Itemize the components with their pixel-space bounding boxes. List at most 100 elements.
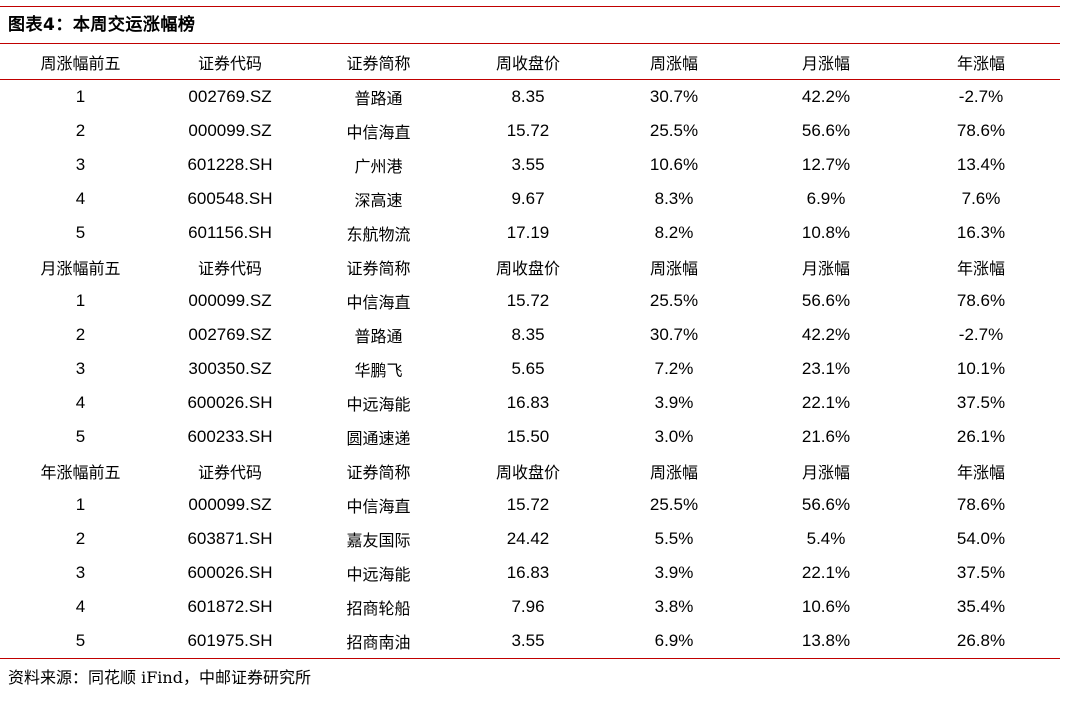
table-cell: 35.4%	[956, 597, 1006, 616]
table-cell: 普路通	[354, 89, 403, 108]
column-header: 证券代码	[161, 44, 299, 80]
table-cell: 华鹏飞	[354, 361, 403, 380]
table-cell: 600026.SH	[187, 393, 273, 412]
section-rank-header: 年涨幅前五	[40, 463, 121, 482]
table-cell: 3.0%	[654, 427, 694, 446]
section-header-row: 年涨幅前五 证券代码 证券简称 周收盘价 周涨幅 月涨幅 年涨幅	[0, 454, 1060, 488]
column-header: 月涨幅	[801, 463, 850, 482]
table-cell: 23.1%	[801, 359, 851, 378]
table-cell: 26.1%	[956, 427, 1006, 446]
table-cell: 13.4%	[956, 155, 1006, 174]
table-cell: 54.0%	[956, 529, 1006, 548]
table-cell: 9.67	[511, 189, 545, 208]
section-rank-header: 月涨幅前五	[40, 259, 121, 278]
table-row: 1 000099.SZ 中信海直 15.72 25.5% 56.6% 78.6%	[0, 488, 1060, 522]
table-row: 1 000099.SZ 中信海直 15.72 25.5% 56.6% 78.6%	[0, 284, 1060, 318]
table-cell: 10.1%	[956, 359, 1006, 378]
table-cell: 78.6%	[956, 495, 1006, 514]
table-cell: 22.1%	[801, 563, 851, 582]
table-cell: 16.83	[506, 393, 550, 412]
table-cell: 37.5%	[956, 563, 1006, 582]
table-row: 5 601975.SH 招商南油 3.55 6.9% 13.8% 26.8%	[0, 624, 1060, 658]
table-cell: 16.83	[506, 563, 550, 582]
table-cell: 15.72	[506, 291, 550, 310]
table-cell: 8.3%	[654, 189, 694, 208]
table-cell: 2	[75, 121, 86, 140]
table-cell: 17.19	[506, 223, 550, 242]
table-cell: 3	[75, 563, 86, 582]
table-cell: 招商南油	[346, 633, 411, 652]
table-cell: 中信海直	[346, 293, 411, 312]
table-row: 4 601872.SH 招商轮船 7.96 3.8% 10.6% 35.4%	[0, 590, 1060, 624]
table-cell: 5.4%	[806, 529, 846, 548]
column-header: 周收盘价	[458, 44, 598, 80]
table-cell: 600026.SH	[187, 563, 273, 582]
table-cell: 1	[75, 87, 86, 106]
bottom-rule	[0, 658, 1060, 659]
table-cell: 3.9%	[654, 563, 694, 582]
table-cell: 12.7%	[801, 155, 851, 174]
table-cell: 601156.SH	[188, 223, 272, 242]
table-cell: 600548.SH	[187, 189, 273, 208]
table-cell: 42.2%	[801, 325, 851, 344]
source-note: 资料来源：同花顺 iFind，中邮证券研究所	[8, 668, 311, 687]
table-cell: 7.2%	[654, 359, 694, 378]
table-cell: 中信海直	[346, 123, 411, 142]
table-row: 2 603871.SH 嘉友国际 24.42 5.5% 5.4% 54.0%	[0, 522, 1060, 556]
table-cell: -2.7%	[958, 325, 1004, 344]
table-cell: 嘉友国际	[346, 531, 411, 550]
table-cell: 3.9%	[654, 393, 694, 412]
column-header: 周收盘价	[495, 463, 560, 482]
table-cell: 广州港	[354, 157, 403, 176]
table-cell: 7.6%	[961, 189, 1001, 208]
table-cell: 中信海直	[346, 497, 411, 516]
table-row: 3 300350.SZ 华鹏飞 5.65 7.2% 23.1% 10.1%	[0, 352, 1060, 386]
table-row: 2 002769.SZ 普路通 8.35 30.7% 42.2% -2.7%	[0, 318, 1060, 352]
table-cell: 15.72	[506, 495, 550, 514]
table-row: 3 601228.SH 广州港 3.55 10.6% 12.7% 13.4%	[0, 148, 1060, 182]
table-row: 5 601156.SH 东航物流 17.19 8.2% 10.8% 16.3%	[0, 216, 1060, 250]
table-cell: 25.5%	[649, 121, 699, 140]
table-cell: 24.42	[506, 529, 550, 548]
table-cell: 15.50	[506, 427, 550, 446]
title-rule	[0, 43, 1060, 44]
table-cell: 601228.SH	[187, 155, 273, 174]
table-cell: 002769.SZ	[188, 325, 272, 344]
table-cell: 30.7%	[649, 325, 699, 344]
table-cell: 25.5%	[649, 291, 699, 310]
table-cell: 300350.SZ	[188, 359, 272, 378]
figure-title: 图表4：本周交运涨幅榜	[8, 15, 196, 35]
table-row: 3 600026.SH 中远海能 16.83 3.9% 22.1% 37.5%	[0, 556, 1060, 590]
table-row: 4 600548.SH 深高速 9.67 8.3% 6.9% 7.6%	[0, 182, 1060, 216]
table-cell: 3.55	[511, 155, 545, 174]
table-cell: 3.8%	[654, 597, 694, 616]
table-cell: 东航物流	[346, 225, 411, 244]
table-cell: 10.6%	[801, 597, 851, 616]
table-cell: 6.9%	[654, 631, 694, 650]
table-cell: 5	[75, 427, 86, 446]
table-cell: 10.8%	[801, 223, 851, 242]
table-cell: 1	[75, 495, 86, 514]
column-header: 年涨幅	[902, 44, 1060, 80]
table-cell: 15.72	[506, 121, 550, 140]
table-cell: 8.35	[511, 87, 545, 106]
table-cell: 2	[75, 529, 86, 548]
table-cell: 圆通速递	[346, 429, 411, 448]
table-row: 4 600026.SH 中远海能 16.83 3.9% 22.1% 37.5%	[0, 386, 1060, 420]
table-cell: 000099.SZ	[188, 495, 272, 514]
table-cell: 中远海能	[346, 565, 411, 584]
column-header: 证券代码	[197, 259, 262, 278]
table-cell: 56.6%	[801, 291, 851, 310]
table-cell: 000099.SZ	[188, 291, 272, 310]
column-header: 证券简称	[346, 259, 411, 278]
column-header: 证券简称	[299, 44, 458, 80]
table-cell: 1	[75, 291, 86, 310]
table-row: 2 000099.SZ 中信海直 15.72 25.5% 56.6% 78.6%	[0, 114, 1060, 148]
table-cell: 13.8%	[801, 631, 851, 650]
table-cell: 601975.SH	[187, 631, 273, 650]
section-rank-header: 周涨幅前五	[0, 44, 161, 80]
column-header: 周涨幅	[649, 259, 698, 278]
column-header: 证券简称	[346, 463, 411, 482]
ranking-table: 周涨幅前五 证券代码 证券简称 周收盘价 周涨幅 月涨幅 年涨幅 1 002769.SZ 普路通 8…	[0, 44, 1060, 658]
table-cell: 8.2%	[654, 223, 694, 242]
